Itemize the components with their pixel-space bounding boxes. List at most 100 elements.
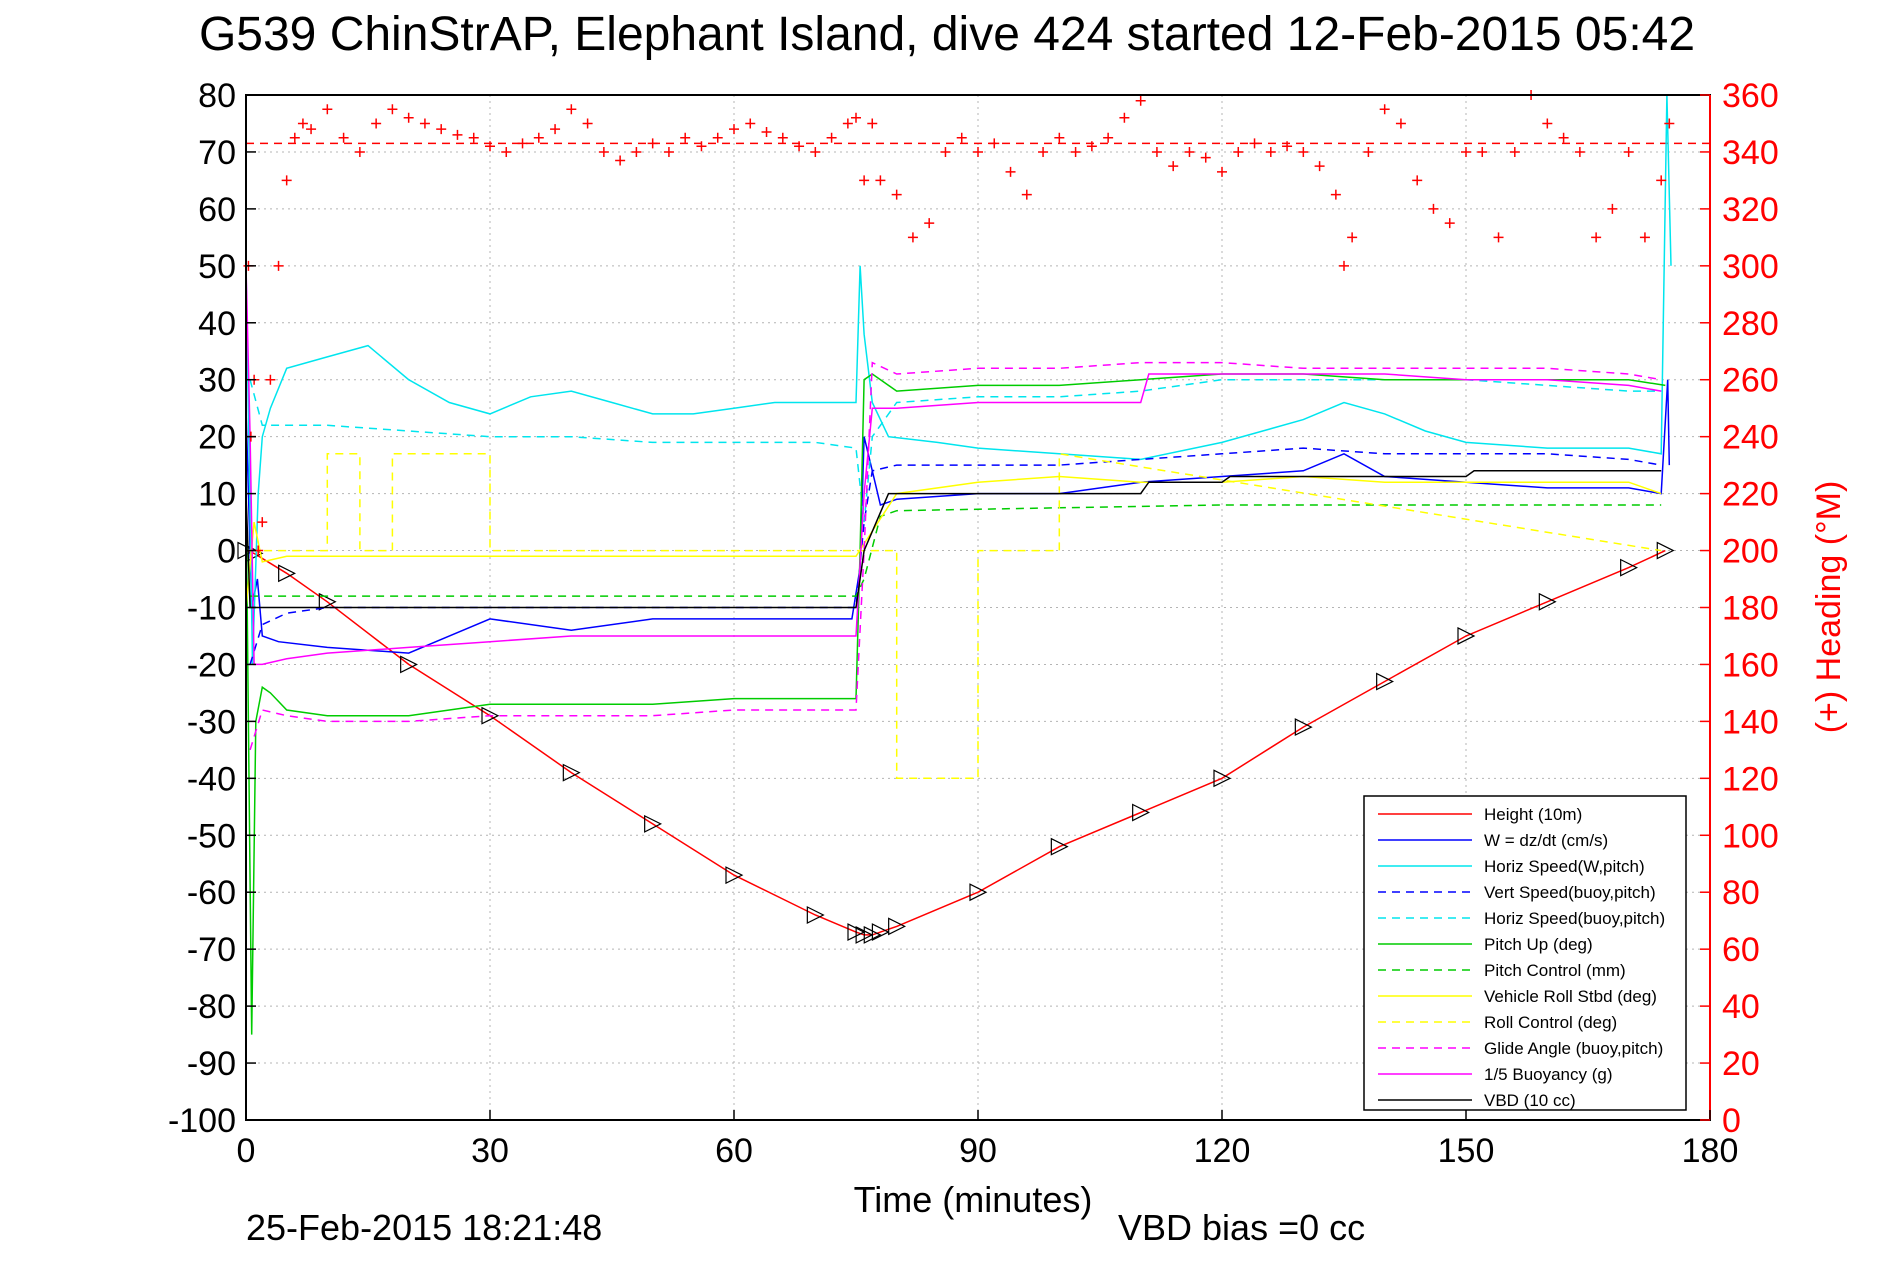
heading-point bbox=[598, 146, 609, 157]
y-axis-left: 80 70 60 50 40 30 20 10 0 -10 -20 -30 -40 -50 -60 -70 -8… bbox=[168, 77, 256, 1140]
heading-point bbox=[761, 127, 772, 138]
heading-point bbox=[1168, 161, 1179, 172]
heading-point bbox=[1265, 146, 1276, 157]
heading-point bbox=[712, 132, 723, 143]
heading-point bbox=[297, 118, 308, 129]
legend-label: Horiz Speed(buoy,pitch) bbox=[1484, 909, 1665, 928]
y-tick-label: -90 bbox=[187, 1045, 236, 1083]
y-tick-label: 60 bbox=[198, 191, 236, 229]
height-marker bbox=[400, 655, 419, 674]
heading-point bbox=[1591, 232, 1602, 243]
heading-point bbox=[794, 141, 805, 152]
heading-point bbox=[1428, 203, 1439, 214]
heading-point bbox=[501, 146, 512, 157]
heading-point bbox=[867, 118, 878, 129]
y-tick-label: -80 bbox=[187, 988, 236, 1026]
heading-point bbox=[1363, 146, 1374, 157]
heading-point bbox=[1623, 146, 1634, 157]
legend-label: Vert Speed(buoy,pitch) bbox=[1484, 883, 1656, 902]
y2-tick-label: 80 bbox=[1722, 874, 1760, 912]
heading-point bbox=[1339, 260, 1349, 271]
heading-point bbox=[907, 232, 918, 243]
heading-point bbox=[1119, 112, 1130, 123]
x-tick-label: 90 bbox=[959, 1132, 997, 1170]
x-tick-label: 120 bbox=[1194, 1132, 1251, 1170]
y-tick-label: 0 bbox=[217, 533, 236, 571]
heading-point bbox=[371, 118, 382, 129]
heading-point bbox=[1249, 138, 1260, 149]
footer-timestamp: 25-Feb-2015 18:21:48 bbox=[246, 1207, 602, 1248]
legend-label: Horiz Speed(W,pitch) bbox=[1484, 857, 1645, 876]
legend-label: Pitch Up (deg) bbox=[1484, 935, 1593, 954]
heading-point bbox=[468, 132, 479, 143]
y2-tick-label: 260 bbox=[1722, 362, 1779, 400]
x-tick-label: 30 bbox=[471, 1132, 509, 1170]
heading-point bbox=[729, 124, 739, 135]
heading-point bbox=[1664, 118, 1675, 129]
heading-point bbox=[1656, 175, 1667, 186]
legend-box bbox=[1363, 795, 1687, 1111]
heading-point bbox=[452, 129, 463, 140]
heading-point bbox=[745, 118, 756, 129]
heading-point bbox=[1395, 118, 1406, 129]
y-tick-label: 40 bbox=[198, 305, 236, 343]
y2-tick-label: 300 bbox=[1722, 248, 1779, 286]
height-marker bbox=[806, 906, 825, 924]
y2-tick-label: 180 bbox=[1722, 590, 1779, 628]
y2-tick-label: 220 bbox=[1722, 476, 1779, 514]
y-tick-label: -20 bbox=[187, 646, 236, 684]
series-line bbox=[249, 447, 1662, 665]
heading-point bbox=[956, 132, 967, 143]
heading-point bbox=[1639, 232, 1650, 243]
y-tick-label: 10 bbox=[198, 476, 236, 514]
series-line bbox=[245, 470, 1662, 609]
y2-tick-label: 280 bbox=[1722, 305, 1779, 343]
y2-tick-label: 120 bbox=[1722, 760, 1779, 798]
heading-point bbox=[419, 118, 430, 129]
legend-label: VBD (10 cc) bbox=[1484, 1091, 1576, 1110]
height-marker bbox=[1132, 803, 1151, 822]
heading-point bbox=[1477, 146, 1488, 157]
heading-point bbox=[940, 146, 951, 157]
heading-point bbox=[696, 141, 707, 152]
heading-point bbox=[615, 155, 626, 166]
heading-point bbox=[550, 124, 561, 135]
x-axis: 0 30 60 90 120 150 180 bbox=[237, 1110, 1738, 1170]
heading-point bbox=[1461, 146, 1471, 157]
heading-point bbox=[1184, 146, 1195, 157]
y2-tick-label: 0 bbox=[1722, 1102, 1741, 1140]
y-tick-label: -50 bbox=[187, 817, 236, 855]
y-tick-label: -60 bbox=[187, 874, 236, 912]
y-tick-label: -40 bbox=[187, 760, 236, 798]
legend-label: Roll Control (deg) bbox=[1484, 1013, 1617, 1032]
series-line bbox=[245, 265, 1662, 666]
heading-point bbox=[989, 138, 1000, 149]
y-tick-label: -30 bbox=[187, 703, 236, 741]
heading-point bbox=[1054, 132, 1065, 143]
heading-point bbox=[517, 138, 528, 149]
y-tick-label: 50 bbox=[198, 248, 236, 286]
heading-point bbox=[1379, 104, 1390, 115]
height-marker bbox=[562, 763, 581, 782]
heading-point bbox=[810, 146, 821, 157]
series-height-10m- bbox=[237, 541, 1675, 944]
series-line bbox=[250, 452, 1662, 780]
heading-point bbox=[924, 218, 935, 229]
legend-label: W = dz/dt (cm/s) bbox=[1484, 831, 1608, 850]
height-marker bbox=[969, 883, 988, 902]
heading-point bbox=[1574, 146, 1585, 157]
heading-point bbox=[851, 112, 861, 123]
series-layer bbox=[237, 90, 1710, 1035]
y2-tick-label: 340 bbox=[1722, 134, 1779, 172]
y-tick-label: 80 bbox=[198, 77, 236, 115]
y-tick-label: -70 bbox=[187, 931, 236, 969]
heading-point bbox=[1607, 203, 1618, 214]
heading-point bbox=[1493, 232, 1504, 243]
height-marker bbox=[481, 706, 500, 725]
heading-point bbox=[1200, 152, 1211, 163]
heading-point bbox=[436, 124, 447, 135]
footer-vbd-bias: VBD bias =0 cc bbox=[1118, 1207, 1365, 1248]
y2-tick-label: 160 bbox=[1722, 646, 1779, 684]
y2-tick-label: 360 bbox=[1722, 77, 1779, 115]
